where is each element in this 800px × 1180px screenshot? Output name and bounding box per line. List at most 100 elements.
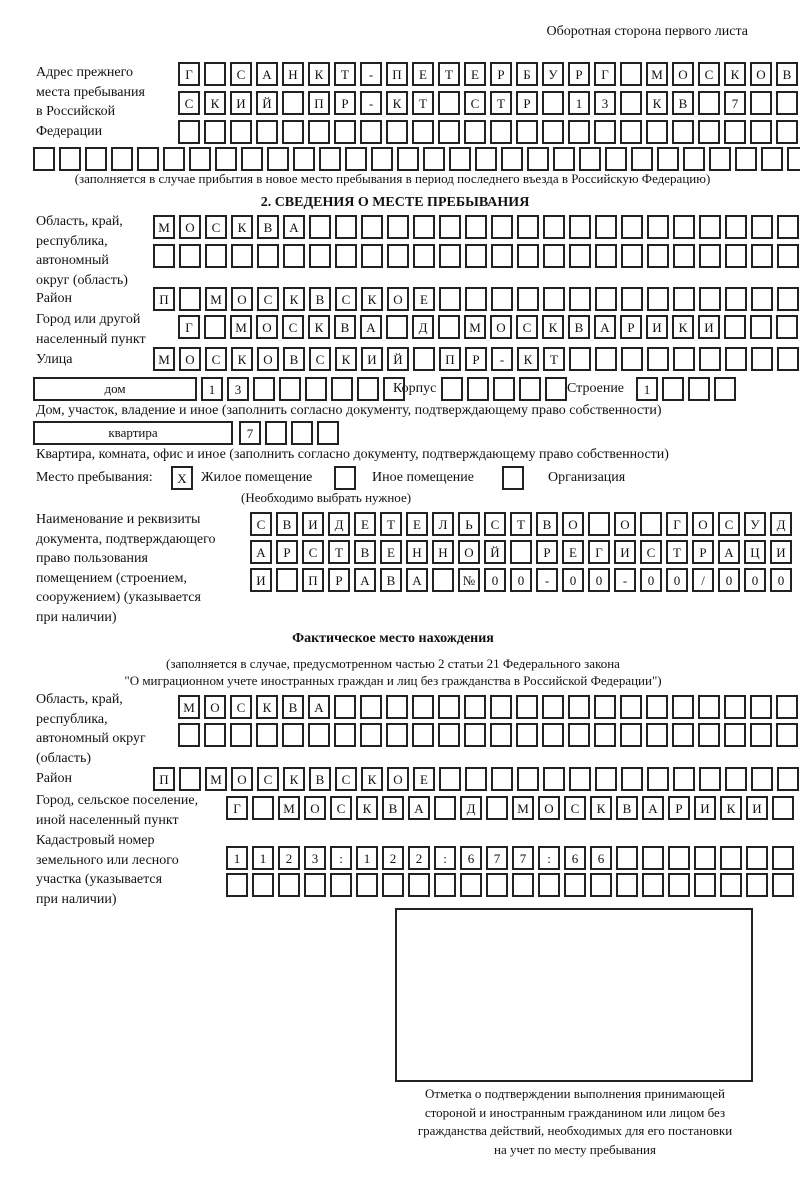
char-box[interactable]: О	[256, 315, 278, 339]
char-box[interactable]	[215, 147, 237, 171]
char-box[interactable]: Л	[432, 512, 454, 536]
char-box[interactable]	[647, 347, 669, 371]
char-box[interactable]: К	[308, 315, 330, 339]
char-box[interactable]: И	[614, 540, 636, 564]
char-box[interactable]	[252, 796, 274, 820]
char-box[interactable]: 0	[588, 568, 610, 592]
char-box[interactable]: М	[646, 62, 668, 86]
char-box[interactable]: О	[692, 512, 714, 536]
char-box[interactable]: К	[256, 695, 278, 719]
char-box[interactable]	[673, 767, 695, 791]
char-box[interactable]	[465, 767, 487, 791]
char-box[interactable]	[621, 287, 643, 311]
char-box[interactable]	[308, 723, 330, 747]
char-box[interactable]	[308, 120, 330, 144]
char-box[interactable]	[163, 147, 185, 171]
char-box[interactable]: Т	[334, 62, 356, 86]
char-box[interactable]: И	[250, 568, 272, 592]
char-box[interactable]	[646, 723, 668, 747]
char-box[interactable]: Е	[464, 62, 486, 86]
char-box[interactable]	[204, 120, 226, 144]
char-box[interactable]: К	[672, 315, 694, 339]
char-box[interactable]: 0	[744, 568, 766, 592]
char-box[interactable]	[360, 120, 382, 144]
char-box[interactable]: 6	[590, 846, 612, 870]
char-box[interactable]	[179, 287, 201, 311]
char-box[interactable]	[230, 120, 252, 144]
char-box[interactable]	[776, 723, 798, 747]
char-box[interactable]: Р	[465, 347, 487, 371]
char-box[interactable]	[553, 147, 575, 171]
char-box[interactable]	[282, 91, 304, 115]
char-box[interactable]	[178, 120, 200, 144]
char-box[interactable]	[517, 244, 539, 268]
char-box[interactable]	[772, 846, 794, 870]
char-box[interactable]	[761, 147, 783, 171]
char-box[interactable]: 0	[562, 568, 584, 592]
char-box[interactable]: 1	[636, 377, 658, 401]
char-box[interactable]: Т	[328, 540, 350, 564]
char-box[interactable]	[317, 421, 339, 445]
char-box[interactable]	[621, 244, 643, 268]
char-box[interactable]	[772, 873, 794, 897]
char-box[interactable]: И	[698, 315, 720, 339]
char-box[interactable]	[204, 315, 226, 339]
stay-option-organization-checkbox[interactable]	[502, 466, 524, 490]
char-box[interactable]	[516, 120, 538, 144]
char-box[interactable]	[709, 147, 731, 171]
char-box[interactable]: К	[308, 62, 330, 86]
char-box[interactable]: М	[230, 315, 252, 339]
char-box[interactable]: Ц	[744, 540, 766, 564]
char-box[interactable]	[85, 147, 107, 171]
char-box[interactable]: Р	[692, 540, 714, 564]
char-box[interactable]	[465, 215, 487, 239]
char-box[interactable]	[230, 723, 252, 747]
char-box[interactable]	[371, 147, 393, 171]
char-box[interactable]	[241, 147, 263, 171]
char-box[interactable]	[179, 244, 201, 268]
char-box[interactable]	[204, 723, 226, 747]
char-box[interactable]	[304, 873, 326, 897]
char-box[interactable]: Р	[536, 540, 558, 564]
char-box[interactable]	[620, 62, 642, 86]
char-box[interactable]: Т	[380, 512, 402, 536]
char-box[interactable]: 3	[594, 91, 616, 115]
char-box[interactable]	[467, 377, 489, 401]
char-box[interactable]: -	[536, 568, 558, 592]
char-box[interactable]	[204, 62, 226, 86]
char-box[interactable]: -	[491, 347, 513, 371]
char-box[interactable]: В	[382, 796, 404, 820]
char-box[interactable]	[516, 695, 538, 719]
char-box[interactable]	[256, 120, 278, 144]
char-box[interactable]: Д	[770, 512, 792, 536]
char-box[interactable]	[725, 767, 747, 791]
char-box[interactable]: Г	[178, 315, 200, 339]
char-box[interactable]: К	[231, 347, 253, 371]
apartment-type-field[interactable]: квартира	[33, 421, 233, 445]
char-box[interactable]: М	[512, 796, 534, 820]
char-box[interactable]	[750, 91, 772, 115]
char-box[interactable]: Е	[406, 512, 428, 536]
char-box[interactable]	[725, 244, 747, 268]
char-box[interactable]: К	[590, 796, 612, 820]
char-box[interactable]: :	[434, 846, 456, 870]
char-box[interactable]: И	[770, 540, 792, 564]
char-box[interactable]: О	[672, 62, 694, 86]
char-box[interactable]	[787, 147, 800, 171]
char-box[interactable]	[776, 91, 798, 115]
char-box[interactable]	[647, 287, 669, 311]
char-box[interactable]	[465, 244, 487, 268]
char-box[interactable]	[688, 377, 710, 401]
char-box[interactable]	[620, 695, 642, 719]
char-box[interactable]: К	[724, 62, 746, 86]
char-box[interactable]	[486, 796, 508, 820]
char-box[interactable]	[334, 695, 356, 719]
char-box[interactable]	[330, 873, 352, 897]
char-box[interactable]	[595, 215, 617, 239]
char-box[interactable]: В	[380, 568, 402, 592]
char-box[interactable]: С	[564, 796, 586, 820]
char-box[interactable]	[441, 377, 463, 401]
char-box[interactable]	[569, 244, 591, 268]
char-box[interactable]: С	[484, 512, 506, 536]
char-box[interactable]	[751, 244, 773, 268]
